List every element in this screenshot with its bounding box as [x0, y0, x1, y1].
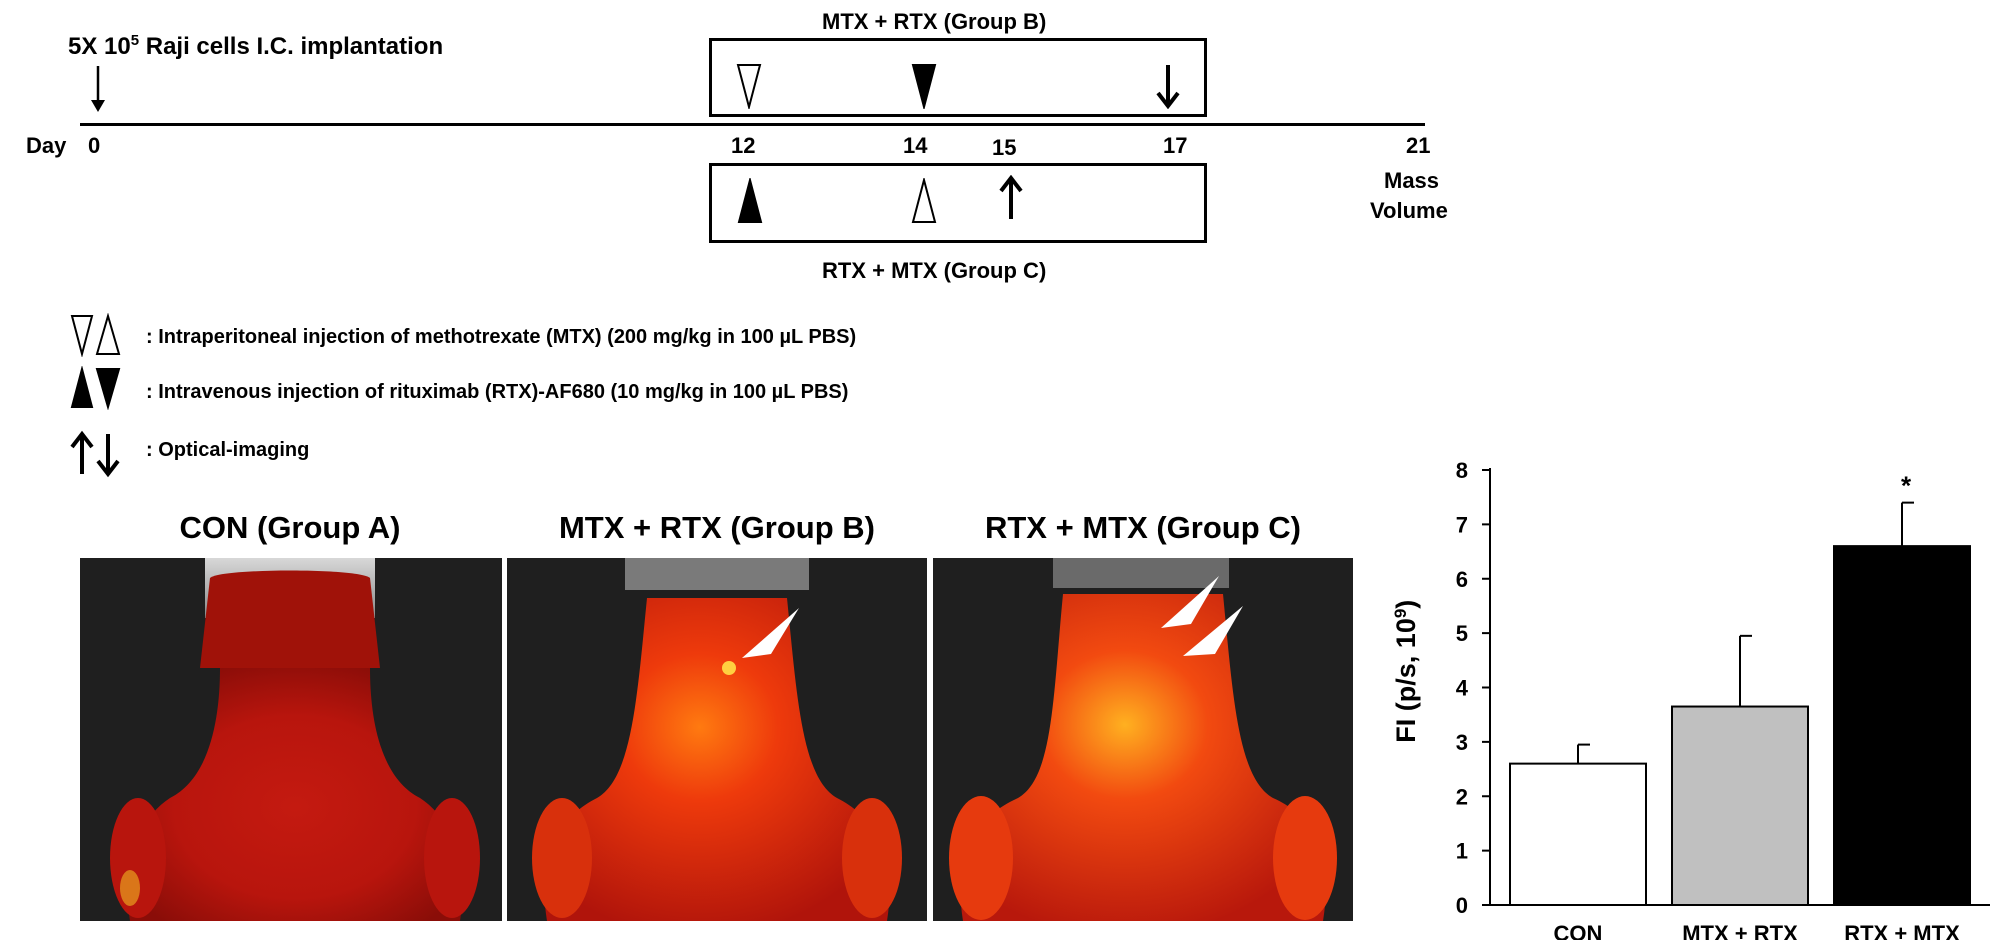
- group-c-label: RTX + MTX (Group C): [822, 258, 1047, 283]
- day-tick-14: 14: [903, 133, 928, 158]
- fluorescence-bar-chart: 0 1 2 3 4 5 6 7 8 FI (p/s, 109) CON MTX + RTX RTX + …: [1391, 458, 1990, 940]
- imaging-panel-group-c: [933, 558, 1353, 921]
- day-tick-12: 12: [731, 133, 756, 158]
- legend-mtx-text: : Intraperitoneal injection of methotrex…: [146, 326, 857, 348]
- panel-title-group-b: MTX + RTX (Group B): [558, 510, 875, 545]
- end-label-volume: Volume: [1370, 198, 1448, 223]
- group-c-box: [709, 163, 1207, 243]
- implant-exponent: 5: [130, 32, 140, 49]
- y-tick-label: 4: [1456, 676, 1469, 701]
- mtx-open-up-triangle-icon: [911, 178, 937, 223]
- rtx-filled-down-triangle-icon: [911, 64, 937, 109]
- mtx-legend-triangles-icon: [70, 313, 121, 357]
- y-axis-label: FI (p/s, 109): [1391, 600, 1422, 743]
- mouse-image-group-c: [933, 558, 1353, 921]
- panel-title-group-a: CON (Group A): [179, 510, 401, 545]
- mouse-image-group-b: [507, 558, 927, 921]
- x-tick-label: RTX + MTX: [1844, 921, 1960, 940]
- y-axis-label-exponent: 9: [1391, 609, 1410, 618]
- bar-rtx-mtx: [1833, 545, 1971, 906]
- mouse-image-group-a: [80, 558, 502, 921]
- imaging-panel-group-a: [80, 558, 502, 921]
- y-tick-label: 1: [1456, 839, 1468, 864]
- group-b-label: MTX + RTX (Group B): [822, 9, 1047, 34]
- timeline-axis: [80, 123, 1425, 126]
- bar-mtx-rtx: [1671, 705, 1809, 906]
- implant-label: 5X 105 Raji cells I.C. implantation: [68, 32, 444, 60]
- end-label-mass: Mass: [1384, 168, 1440, 193]
- significance-asterisk: *: [1901, 471, 1912, 501]
- y-axis-label-end: ): [1391, 600, 1421, 609]
- imaging-panel-group-b: [507, 558, 927, 921]
- day-tick-15: 15: [992, 135, 1017, 160]
- group-b-box: [709, 38, 1207, 117]
- imaging-legend-arrows-icon: [70, 430, 120, 478]
- x-tick-label: MTX + RTX: [1682, 921, 1798, 940]
- legend-rtx-text: : Intravenous injection of rituximab (RT…: [146, 381, 849, 403]
- bar-con: [1509, 762, 1647, 906]
- x-tick-label: CON: [1554, 921, 1603, 940]
- tumor-pointer-arrowhead-1: [1161, 576, 1219, 628]
- mtx-open-down-triangle-icon: [736, 64, 762, 109]
- implant-arrow-icon: [91, 66, 105, 112]
- day-tick-21: 21: [1406, 133, 1431, 158]
- y-tick-label: 8: [1456, 458, 1468, 483]
- y-tick-label: 3: [1456, 730, 1468, 755]
- panel-title-group-c: RTX + MTX (Group C): [984, 510, 1301, 545]
- day-tick-17: 17: [1163, 133, 1188, 158]
- y-tick-label: 0: [1456, 893, 1468, 918]
- legend-imaging-text: : Optical-imaging: [146, 439, 310, 461]
- y-tick-label: 7: [1456, 512, 1468, 537]
- imaging-down-arrow-icon: [1156, 65, 1180, 109]
- imaging-up-arrow-icon: [999, 175, 1023, 219]
- day-tick-0: 0: [88, 133, 101, 158]
- day-label: Day: [26, 133, 67, 158]
- tumor-pointer-arrowhead-2: [1183, 606, 1243, 656]
- y-tick-label: 2: [1456, 784, 1468, 809]
- rtx-filled-up-triangle-icon: [737, 178, 763, 223]
- y-tick-label: 6: [1456, 567, 1468, 592]
- y-tick-label: 5: [1456, 621, 1468, 646]
- tumor-pointer-arrowhead: [742, 608, 799, 658]
- rtx-legend-triangles-icon: [70, 366, 121, 410]
